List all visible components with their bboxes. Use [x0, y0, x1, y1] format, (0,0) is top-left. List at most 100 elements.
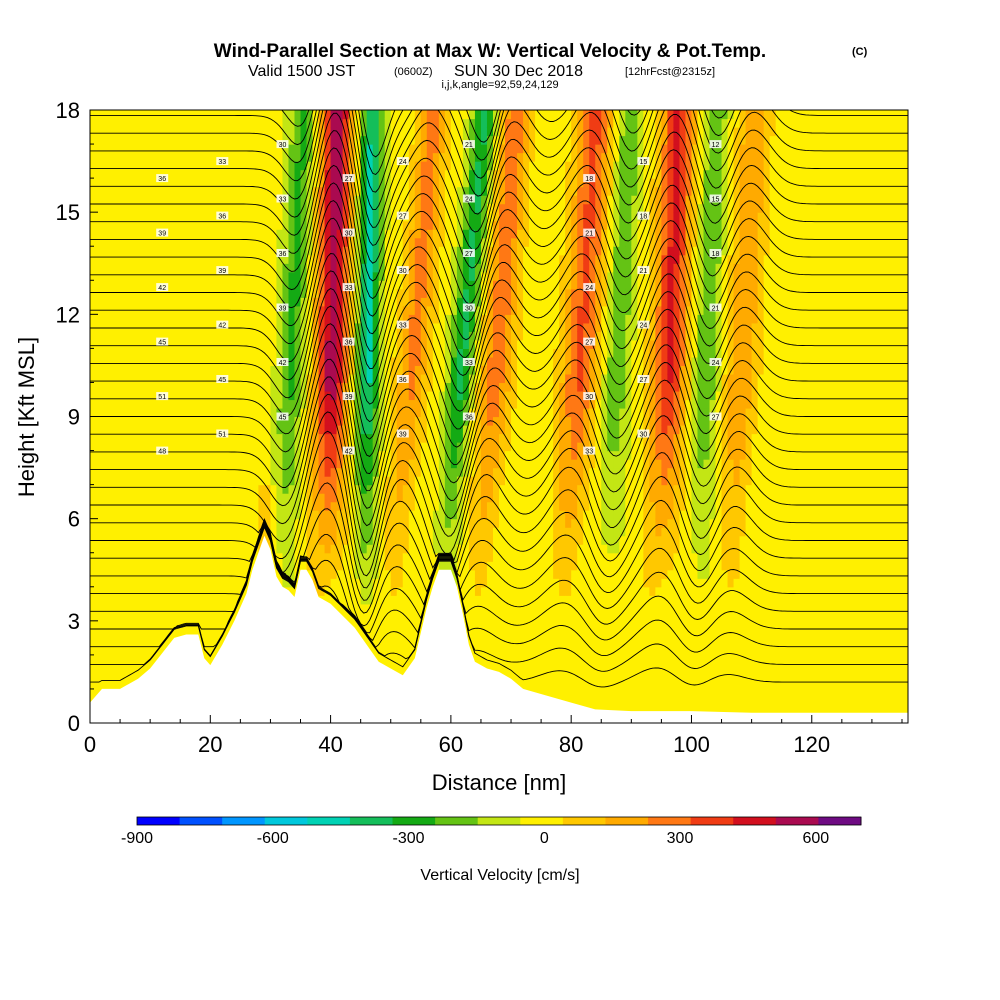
- velocity-cell: [204, 331, 211, 341]
- velocity-cell: [90, 688, 97, 699]
- velocity-cell: [324, 586, 332, 596]
- velocity-cell: [180, 220, 187, 230]
- velocity-cell: [306, 484, 314, 494]
- velocity-cell: [312, 365, 320, 375]
- velocity-cell: [306, 246, 314, 256]
- velocity-cell: [414, 484, 422, 494]
- velocity-cell: [144, 169, 151, 179]
- velocity-cell: [276, 322, 284, 332]
- velocity-cell: [168, 450, 175, 460]
- velocity-cell: [330, 229, 338, 239]
- velocity-cell: [288, 365, 296, 375]
- velocity-cell: [372, 527, 380, 537]
- velocity-cell: [354, 501, 362, 511]
- velocity-cell: [378, 297, 386, 307]
- velocity-cell: [480, 578, 488, 588]
- velocity-cell: [330, 203, 338, 213]
- velocity-cell: [138, 382, 145, 392]
- velocity-cell: [456, 237, 464, 247]
- velocity-cell: [294, 127, 302, 137]
- velocity-cell: [378, 450, 386, 460]
- velocity-cell: [108, 144, 115, 154]
- velocity-cell: [378, 373, 386, 384]
- velocity-cell: [108, 680, 115, 690]
- velocity-cell: [150, 169, 157, 179]
- velocity-cell: [132, 135, 139, 145]
- velocity-cell: [144, 544, 151, 554]
- velocity-cell: [354, 442, 362, 452]
- velocity-cell: [366, 561, 374, 571]
- velocity-cell: [90, 237, 97, 247]
- velocity-cell: [90, 425, 97, 435]
- velocity-cell: [186, 246, 193, 256]
- velocity-cell: [198, 425, 205, 435]
- velocity-cell: [360, 220, 368, 230]
- velocity-cell: [276, 552, 284, 562]
- velocity-cell: [180, 186, 187, 196]
- velocity-cell: [270, 305, 278, 315]
- velocity-cell: [96, 322, 103, 332]
- velocity-cell: [444, 254, 452, 264]
- velocity-cell: [102, 263, 109, 273]
- velocity-cell: [342, 416, 350, 426]
- velocity-cell: [102, 544, 109, 554]
- velocity-cell: [336, 467, 344, 477]
- velocity-cell: [192, 314, 199, 324]
- velocity-cell: [240, 561, 247, 571]
- velocity-cell: [474, 203, 482, 213]
- velocity-cell: [96, 637, 103, 647]
- velocity-cell: [234, 288, 241, 298]
- velocity-cell: [204, 603, 211, 613]
- velocity-cell: [330, 527, 338, 537]
- velocity-cell: [114, 382, 121, 392]
- velocity-cell: [114, 161, 121, 171]
- velocity-cell: [198, 493, 205, 503]
- velocity-cell: [186, 552, 193, 562]
- velocity-cell: [126, 637, 133, 647]
- velocity-cell: [306, 305, 314, 315]
- velocity-cell: [300, 561, 308, 571]
- velocity-cell: [402, 450, 410, 460]
- velocity-cell: [480, 399, 488, 409]
- velocity-cell: [366, 314, 374, 324]
- velocity-cell: [288, 501, 296, 511]
- velocity-cell: [198, 322, 205, 332]
- velocity-cell: [468, 450, 476, 460]
- velocity-cell: [174, 382, 181, 392]
- velocity-cell: [354, 390, 362, 401]
- velocity-cell: [120, 373, 127, 384]
- velocity-cell: [180, 195, 187, 205]
- velocity-cell: [462, 544, 470, 554]
- velocity-cell: [150, 110, 157, 120]
- velocity-cell: [414, 365, 422, 375]
- velocity-cell: [408, 118, 416, 128]
- velocity-cell: [204, 510, 211, 520]
- velocity-cell: [378, 620, 386, 630]
- velocity-cell: [228, 356, 235, 367]
- velocity-cell: [96, 220, 103, 230]
- velocity-cell: [150, 595, 157, 605]
- velocity-cell: [90, 212, 97, 222]
- velocity-cell: [258, 510, 266, 520]
- velocity-cell: [426, 459, 434, 469]
- velocity-cell: [222, 620, 229, 630]
- velocity-cell: [492, 484, 500, 494]
- velocity-cell: [168, 356, 175, 367]
- velocity-cell: [264, 212, 272, 222]
- velocity-cell: [312, 271, 320, 281]
- velocity-cell: [192, 407, 199, 418]
- velocity-cell: [264, 161, 272, 171]
- velocity-cell: [222, 144, 229, 154]
- velocity-cell: [282, 399, 290, 409]
- velocity-cell: [282, 450, 290, 460]
- velocity-cell: [336, 425, 344, 435]
- velocity-cell: [120, 382, 127, 392]
- velocity-cell: [378, 314, 386, 324]
- velocity-cell: [108, 178, 115, 188]
- velocity-cell: [444, 288, 452, 298]
- velocity-cell: [156, 450, 163, 460]
- velocity-cell: [282, 152, 290, 162]
- velocity-cell: [366, 152, 374, 162]
- velocity-cell: [486, 297, 494, 307]
- velocity-cell: [420, 535, 428, 545]
